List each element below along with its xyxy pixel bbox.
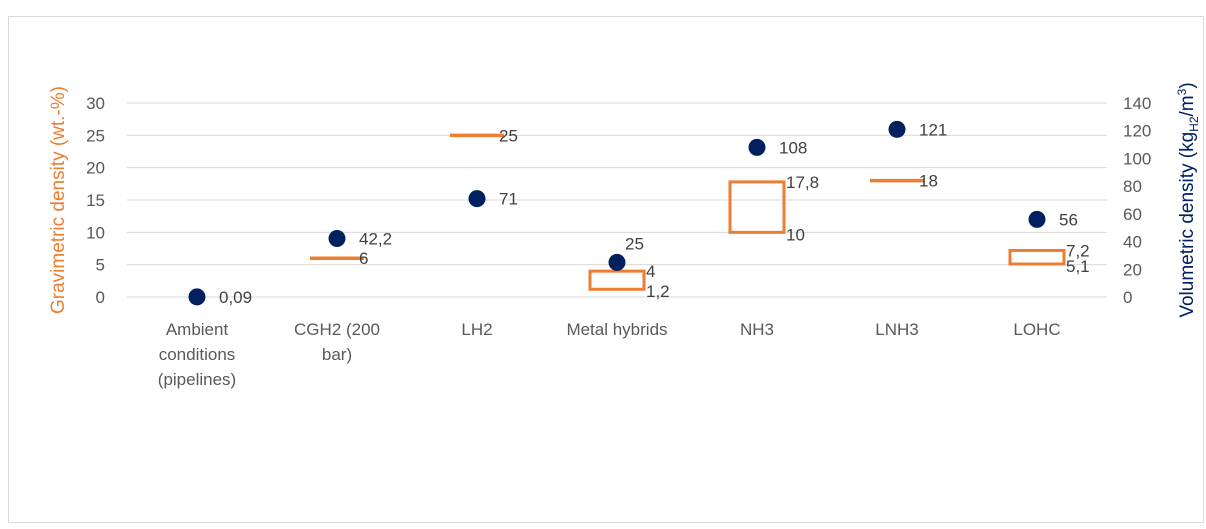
x-category-label: NH3	[740, 320, 774, 339]
x-category-label: Ambient	[166, 320, 229, 339]
axis-titles: Gravimetric density (wt.-%) Volumetric de…	[48, 82, 1201, 317]
volumetric-point-label: 25	[625, 234, 644, 253]
gravimetric-label: 6	[359, 249, 368, 268]
volumetric-point-label: 108	[779, 138, 807, 157]
x-axis: Ambient conditions (pipelines) CGH2 (200 bar…	[158, 320, 1061, 389]
right-tick-label: 120	[1123, 122, 1151, 141]
volumetric-point	[748, 138, 766, 156]
gravimetric-high-label: 4	[646, 262, 655, 281]
volumetric-points: 0,09 42,2 71 25 108 121 56	[188, 120, 1078, 307]
right-tick-label: 100	[1123, 149, 1151, 168]
right-tick-label: 80	[1123, 177, 1142, 196]
gravimetric-low-label: 10	[786, 225, 805, 244]
left-tick-label: 5	[96, 256, 105, 275]
volumetric-point-label: 42,2	[359, 230, 392, 249]
x-category-label: (pipelines)	[158, 370, 236, 389]
gravimetric-range-box	[1008, 248, 1066, 266]
left-tick-label: 10	[86, 223, 105, 242]
gravimetric-low-label: 1,2	[646, 282, 670, 301]
right-axis: 0 20 40 60 80 100 120 140	[1123, 94, 1151, 307]
x-category-label: LOHC	[1013, 320, 1060, 339]
volumetric-point-label: 0,09	[219, 288, 252, 307]
gravimetric-range-box	[588, 269, 646, 291]
right-tick-label: 0	[1123, 288, 1132, 307]
volumetric-point	[888, 120, 906, 138]
chart-svg: 0 5 10 15 20 25 30 0 20 40 60 80 100 120 140 Ambient c…	[48, 82, 1201, 389]
right-axis-title-close: )	[1177, 82, 1198, 88]
x-category-label: LNH3	[875, 320, 918, 339]
right-tick-label: 20	[1123, 260, 1142, 279]
right-tick-label: 60	[1123, 205, 1142, 224]
right-tick-label: 140	[1123, 94, 1151, 113]
volumetric-point	[608, 253, 626, 271]
volumetric-point	[1028, 210, 1046, 228]
left-tick-label: 20	[86, 159, 105, 178]
left-tick-label: 25	[86, 126, 105, 145]
volumetric-point	[328, 230, 346, 248]
left-tick-label: 30	[86, 94, 105, 113]
right-axis-title: Volumetric density (kgH2/m3)	[1175, 82, 1201, 317]
left-axis-title: Gravimetric density (wt.-%)	[48, 86, 69, 314]
right-axis-title-tail: /m	[1177, 95, 1198, 116]
chart-frame: 0 5 10 15 20 25 30 0 20 40 60 80 100 120 140 Ambient c…	[8, 16, 1204, 523]
volumetric-point-label: 71	[499, 190, 518, 209]
volumetric-point-label: 56	[1059, 210, 1078, 229]
volumetric-point-label: 121	[919, 120, 947, 139]
x-category-label: CGH2 (200	[294, 320, 380, 339]
left-axis: 0 5 10 15 20 25 30	[86, 94, 105, 307]
gravimetric-range-box	[728, 180, 786, 234]
x-category-label: LH2	[461, 320, 492, 339]
gravimetric-high-label: 17,8	[786, 173, 819, 192]
left-tick-label: 0	[96, 288, 105, 307]
right-tick-label: 40	[1123, 233, 1142, 252]
volumetric-point	[188, 288, 206, 306]
volumetric-point	[468, 190, 486, 208]
gravimetric-label: 18	[919, 172, 938, 191]
gravimetric-low-label: 5,1	[1066, 257, 1090, 276]
right-axis-title-sup: 3	[1175, 88, 1189, 95]
left-tick-label: 15	[86, 191, 105, 210]
right-axis-title-main: Volumetric density (kg	[1177, 132, 1198, 318]
right-axis-title-sub: H2	[1187, 116, 1201, 132]
gravimetric-high-label: 7,2	[1066, 241, 1090, 260]
gridlines	[127, 102, 1107, 298]
x-category-label: bar)	[322, 345, 352, 364]
gravimetric-label: 25	[499, 126, 518, 145]
x-category-label: Metal hybrids	[566, 320, 667, 339]
x-category-label: conditions	[159, 345, 236, 364]
